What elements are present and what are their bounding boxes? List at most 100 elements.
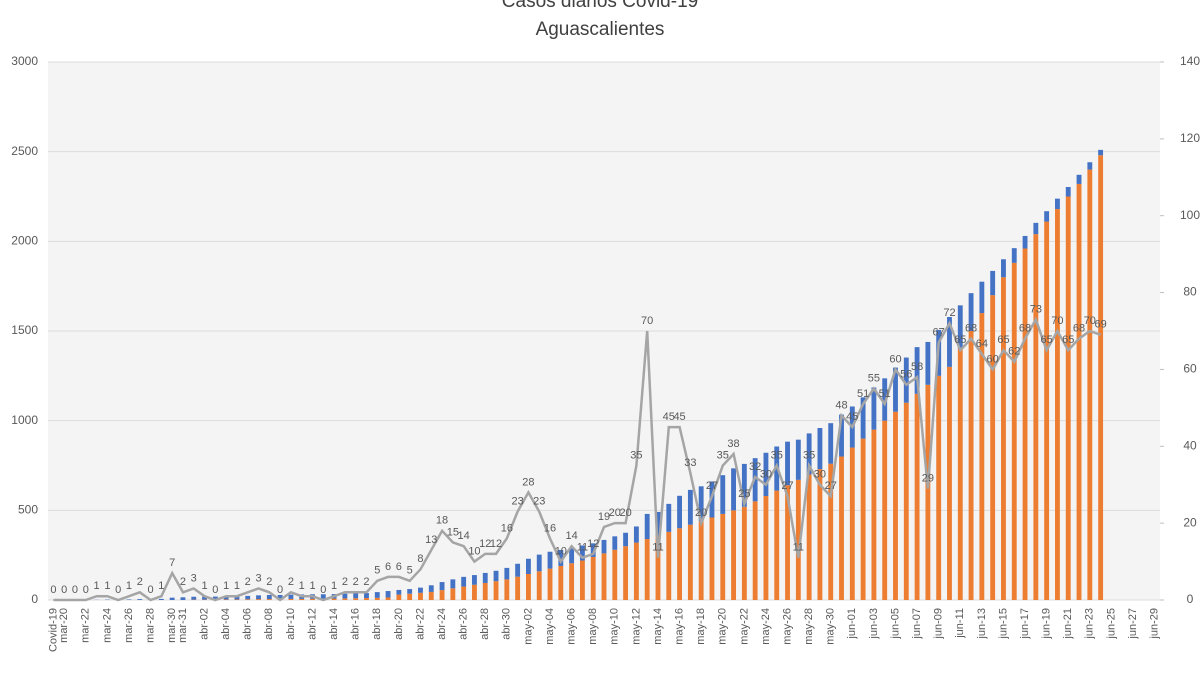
data-label: 51 (857, 388, 869, 400)
data-label: 29 (922, 472, 934, 484)
data-label: 2 (180, 576, 186, 588)
data-label: 65 (997, 334, 1009, 346)
bar (439, 582, 445, 591)
bar (256, 599, 261, 600)
bar (407, 589, 413, 594)
data-label: 23 (512, 496, 524, 508)
bar (871, 387, 877, 430)
bar (806, 433, 812, 475)
data-label: 16 (544, 522, 556, 534)
bar (472, 575, 477, 585)
bar (547, 551, 553, 569)
data-label: 65 (954, 334, 966, 346)
data-label: 20 (619, 507, 631, 519)
bar (493, 581, 499, 600)
bar (817, 428, 823, 470)
data-label: 12 (479, 538, 491, 550)
data-label: 23 (533, 496, 545, 508)
bar (245, 599, 251, 600)
bar (590, 543, 596, 557)
data-label: 1 (104, 580, 110, 592)
bar (979, 313, 985, 600)
bar (223, 599, 229, 600)
bar (795, 479, 801, 600)
bar (569, 547, 575, 564)
x-tick-label: jun-05 (889, 608, 901, 640)
data-label: 35 (803, 449, 815, 461)
data-label: 11 (652, 542, 663, 554)
data-label: 1 (299, 580, 305, 592)
data-label: 27 (825, 480, 837, 492)
bar (385, 597, 391, 600)
bar (558, 549, 564, 566)
data-label: 6 (396, 561, 402, 573)
data-label: 1 (309, 580, 315, 592)
bar (310, 598, 315, 600)
bar (450, 579, 456, 589)
data-label: 20 (695, 507, 707, 519)
x-tick-label: jun-01 (846, 608, 858, 640)
x-tick-label: mar-31 (177, 608, 189, 643)
bar (180, 597, 186, 600)
data-label: 5 (374, 565, 380, 577)
bar (687, 524, 693, 600)
data-label: 7 (169, 557, 175, 569)
bar (223, 596, 229, 600)
bar (698, 521, 704, 600)
bar (266, 599, 272, 600)
bar (720, 513, 726, 600)
x-tick-label: may-06 (566, 608, 578, 645)
data-label: 0 (277, 584, 283, 596)
bar (364, 593, 369, 599)
data-label: 0 (50, 584, 56, 596)
bar (990, 270, 996, 296)
x-tick-label: may-12 (630, 608, 642, 645)
x-tick-label: jun-19 (1041, 608, 1053, 640)
bar (882, 420, 888, 600)
bar (633, 526, 639, 543)
bar (547, 568, 553, 600)
bar (795, 439, 801, 480)
x-tick-label: abr-22 (414, 608, 426, 640)
data-label: 2 (266, 576, 272, 588)
bar (752, 501, 758, 600)
bar (493, 570, 499, 582)
bar (601, 539, 607, 554)
data-label: 60 (987, 353, 999, 365)
data-label: 11 (793, 542, 804, 554)
bar (1044, 211, 1050, 222)
bar (655, 511, 661, 536)
bar (202, 596, 207, 600)
data-label: 2 (288, 576, 294, 588)
bar (515, 563, 521, 577)
data-label: 0 (148, 584, 154, 596)
data-label: 27 (706, 480, 718, 492)
x-tick-label: may-08 (587, 608, 599, 645)
bar (137, 599, 143, 600)
bar (914, 393, 920, 600)
x-tick-label: may-28 (803, 608, 815, 645)
bar (450, 588, 456, 600)
x-tick-label: abr-10 (285, 608, 297, 640)
y2-tick-label: 80 (1183, 285, 1197, 299)
bar (860, 438, 866, 600)
data-label: 19 (598, 511, 610, 523)
x-tick-label: jun-11 (954, 608, 966, 639)
x-tick-label: may-26 (781, 608, 793, 645)
bar (428, 591, 434, 600)
bar (655, 535, 661, 600)
data-label: 30 (814, 469, 826, 481)
bar (1001, 259, 1006, 278)
bar (1098, 149, 1104, 156)
y-tick-label: 0 (31, 592, 38, 606)
bar (903, 357, 909, 403)
bar (612, 549, 618, 600)
bar (1065, 196, 1071, 600)
data-label: 70 (1084, 315, 1096, 327)
data-label: 45 (663, 411, 675, 423)
data-label: 1 (94, 580, 100, 592)
bar (644, 513, 650, 540)
data-label: 67 (933, 326, 945, 338)
bar (828, 423, 834, 464)
x-tick-label: abr-12 (306, 608, 318, 640)
